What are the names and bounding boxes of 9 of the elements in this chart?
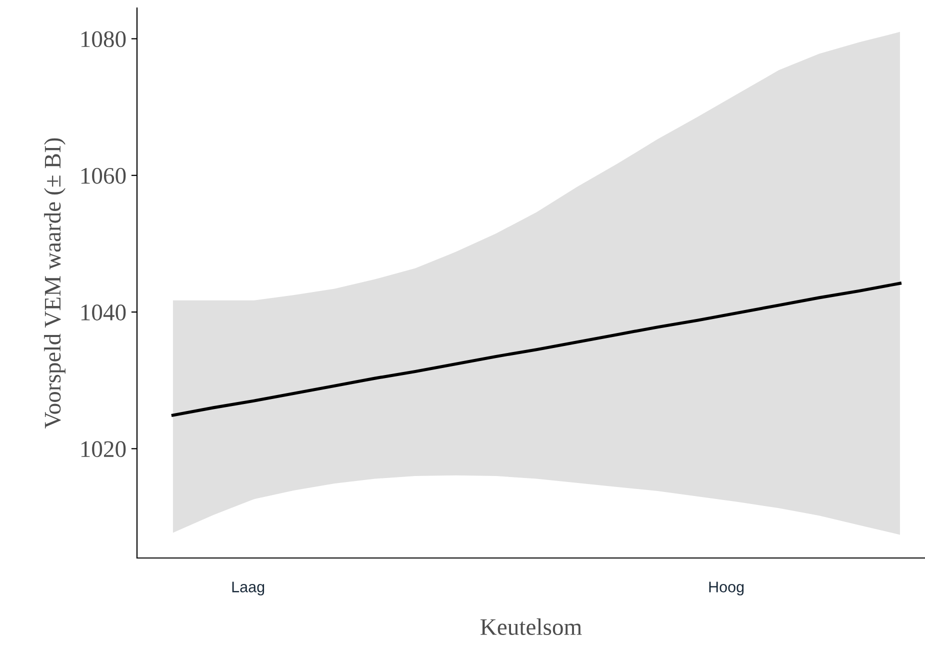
text: Hoog bbox=[709, 582, 744, 596]
y-tick-label: 1080 bbox=[81, 31, 126, 48]
line-series bbox=[171, 282, 902, 417]
y-axis-title: Voorspeld VEM waarde (± BI) bbox=[44, 138, 66, 428]
y-tick-label: 1040 bbox=[81, 304, 126, 320]
x-axis-title: Keutelsom bbox=[480, 618, 582, 636]
text: Laag bbox=[232, 582, 264, 596]
y-tick-label: 1020 bbox=[81, 441, 126, 458]
y-tick-label: 1060 bbox=[81, 168, 126, 184]
